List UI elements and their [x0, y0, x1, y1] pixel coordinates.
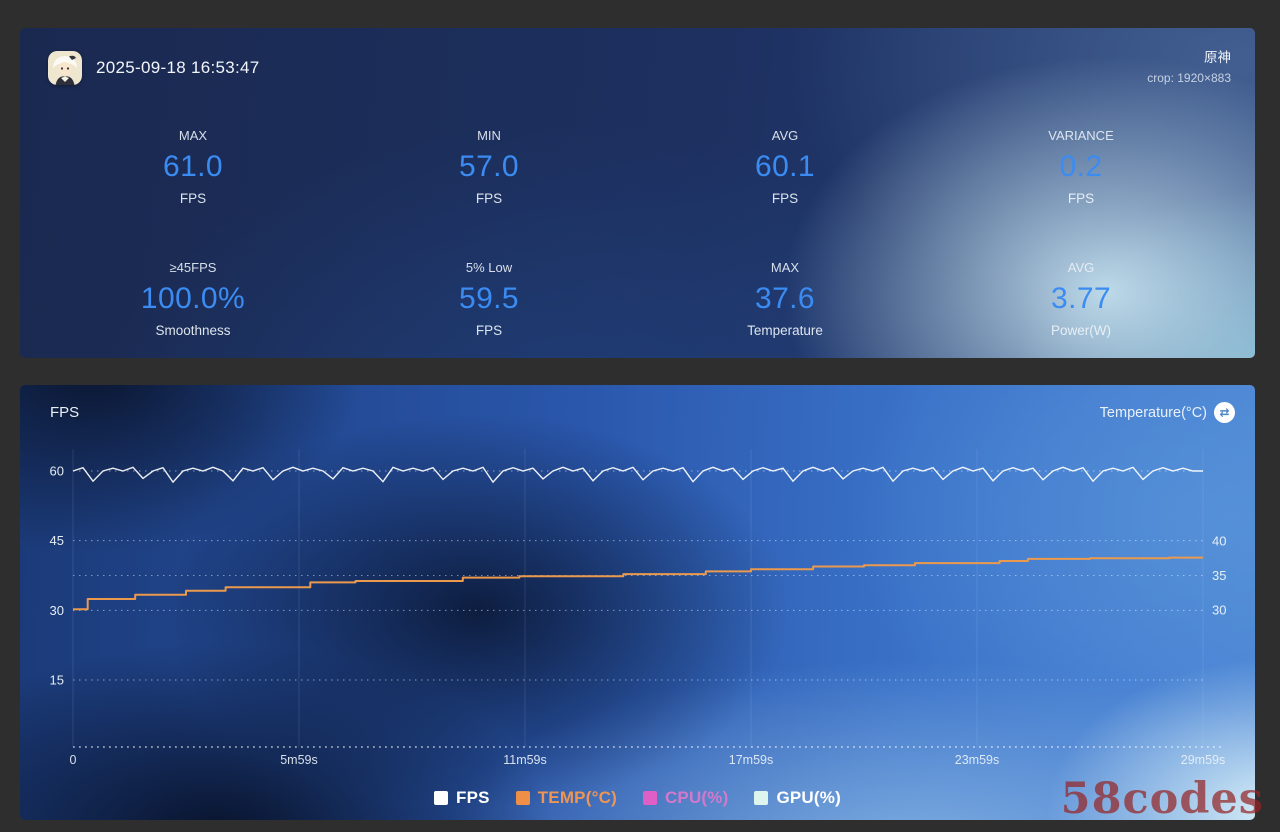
stat-value: 61.0	[163, 150, 223, 183]
temp-swatch-icon	[515, 791, 530, 805]
stat-label: MIN	[477, 128, 501, 143]
svg-text:0: 0	[70, 753, 77, 767]
stat-label: AVG	[1067, 260, 1095, 275]
stat-value: 60.1	[755, 150, 815, 183]
stat-unit: FPS	[771, 191, 799, 206]
app-avatar-icon	[48, 50, 82, 85]
game-title: 原神	[1204, 50, 1231, 65]
chart-panel: FPS Temperature(°C) ⇄ 0 5m59s 11m59s 17m59s…	[20, 385, 1255, 820]
right-axis-title: Temperature(°C) ⇄	[1100, 402, 1235, 423]
svg-text:60: 60	[50, 464, 64, 479]
stat-unit: FPS	[1067, 191, 1095, 206]
stats-grid: MAX 61.0 FPS MIN 57.0 FPS AVG 60.1 FPS V…	[45, 128, 1229, 338]
stat-card-avg-fps: AVG 60.1 FPS	[637, 128, 933, 206]
stat-label: VARIANCE	[1048, 128, 1114, 143]
legend-item-gpu[interactable]: GPU(%)	[754, 788, 841, 808]
stat-value: 3.77	[1051, 282, 1111, 315]
stat-card-max-temperature: MAX 37.6 Temperature	[637, 260, 933, 338]
stat-unit: FPS	[475, 191, 503, 206]
stat-unit: Power(W)	[1051, 323, 1111, 338]
stat-card-min-fps: MIN 57.0 FPS	[341, 128, 637, 206]
stat-label: MAX	[770, 260, 800, 275]
crop-info: crop: 1920×883	[1147, 70, 1231, 85]
stat-value: 0.2	[1059, 150, 1103, 183]
svg-text:30: 30	[50, 603, 64, 618]
legend-label: GPU(%)	[776, 788, 841, 807]
svg-text:5m59s: 5m59s	[280, 753, 318, 767]
stats-panel-header: 2025-09-18 16:53:47 原神 crop: 1920×883	[48, 48, 1231, 88]
stat-value: 59.5	[459, 282, 519, 315]
stat-value: 37.6	[755, 282, 815, 315]
stat-value: 57.0	[459, 150, 519, 183]
stat-card-smoothness: ≥45FPS 100.0% Smoothness	[45, 260, 341, 338]
legend-item-fps[interactable]: FPS	[434, 788, 490, 808]
svg-text:45: 45	[50, 533, 64, 548]
right-axis-title-label: Temperature(°C)	[1099, 404, 1207, 421]
stat-label: ≥45FPS	[169, 260, 217, 275]
stat-unit: Temperature	[747, 323, 823, 338]
gpu-swatch-icon	[754, 791, 769, 805]
legend-label: TEMP(°C)	[537, 788, 617, 807]
report-timestamp: 2025-09-18 16:53:47	[96, 57, 260, 77]
legend-label: FPS	[456, 788, 490, 807]
stat-card-5pct-low: 5% Low 59.5 FPS	[341, 260, 637, 338]
svg-text:11m59s: 11m59s	[503, 753, 547, 767]
stat-unit: FPS	[475, 323, 503, 338]
stat-card-variance-fps: VARIANCE 0.2 FPS	[933, 128, 1229, 206]
left-axis-title: FPS	[50, 404, 80, 421]
svg-text:23m59s: 23m59s	[955, 753, 999, 767]
fps-swatch-icon	[434, 791, 449, 805]
stat-value: 100.0%	[140, 282, 246, 315]
svg-text:30: 30	[1212, 603, 1226, 618]
svg-text:17m59s: 17m59s	[729, 753, 773, 767]
svg-text:29m59s: 29m59s	[1181, 753, 1225, 767]
chart-legend: FPS TEMP(°C) CPU(%) GPU(%)	[20, 788, 1255, 808]
legend-item-cpu[interactable]: CPU(%)	[642, 788, 729, 808]
stats-panel: 2025-09-18 16:53:47 原神 crop: 1920×883 MA…	[20, 28, 1255, 358]
stat-card-max-fps: MAX 61.0 FPS	[45, 128, 341, 206]
swap-axis-icon[interactable]: ⇄	[1214, 402, 1235, 423]
stat-label: 5% Low	[465, 260, 513, 275]
svg-text:35: 35	[1212, 568, 1226, 583]
stat-card-avg-power: AVG 3.77 Power(W)	[933, 260, 1229, 338]
stat-label: AVG	[771, 128, 799, 143]
legend-label: CPU(%)	[664, 788, 729, 807]
stat-unit: Smoothness	[155, 323, 231, 338]
cpu-swatch-icon	[642, 791, 657, 805]
svg-text:40: 40	[1212, 534, 1226, 549]
svg-text:15: 15	[50, 673, 64, 688]
stat-unit: FPS	[179, 191, 207, 206]
stat-label: MAX	[178, 128, 208, 143]
performance-chart: 0 5m59s 11m59s 17m59s 23m59s 29m59s 15 30 45 60 30…	[50, 449, 1226, 767]
legend-item-temp[interactable]: TEMP(°C)	[515, 788, 617, 808]
